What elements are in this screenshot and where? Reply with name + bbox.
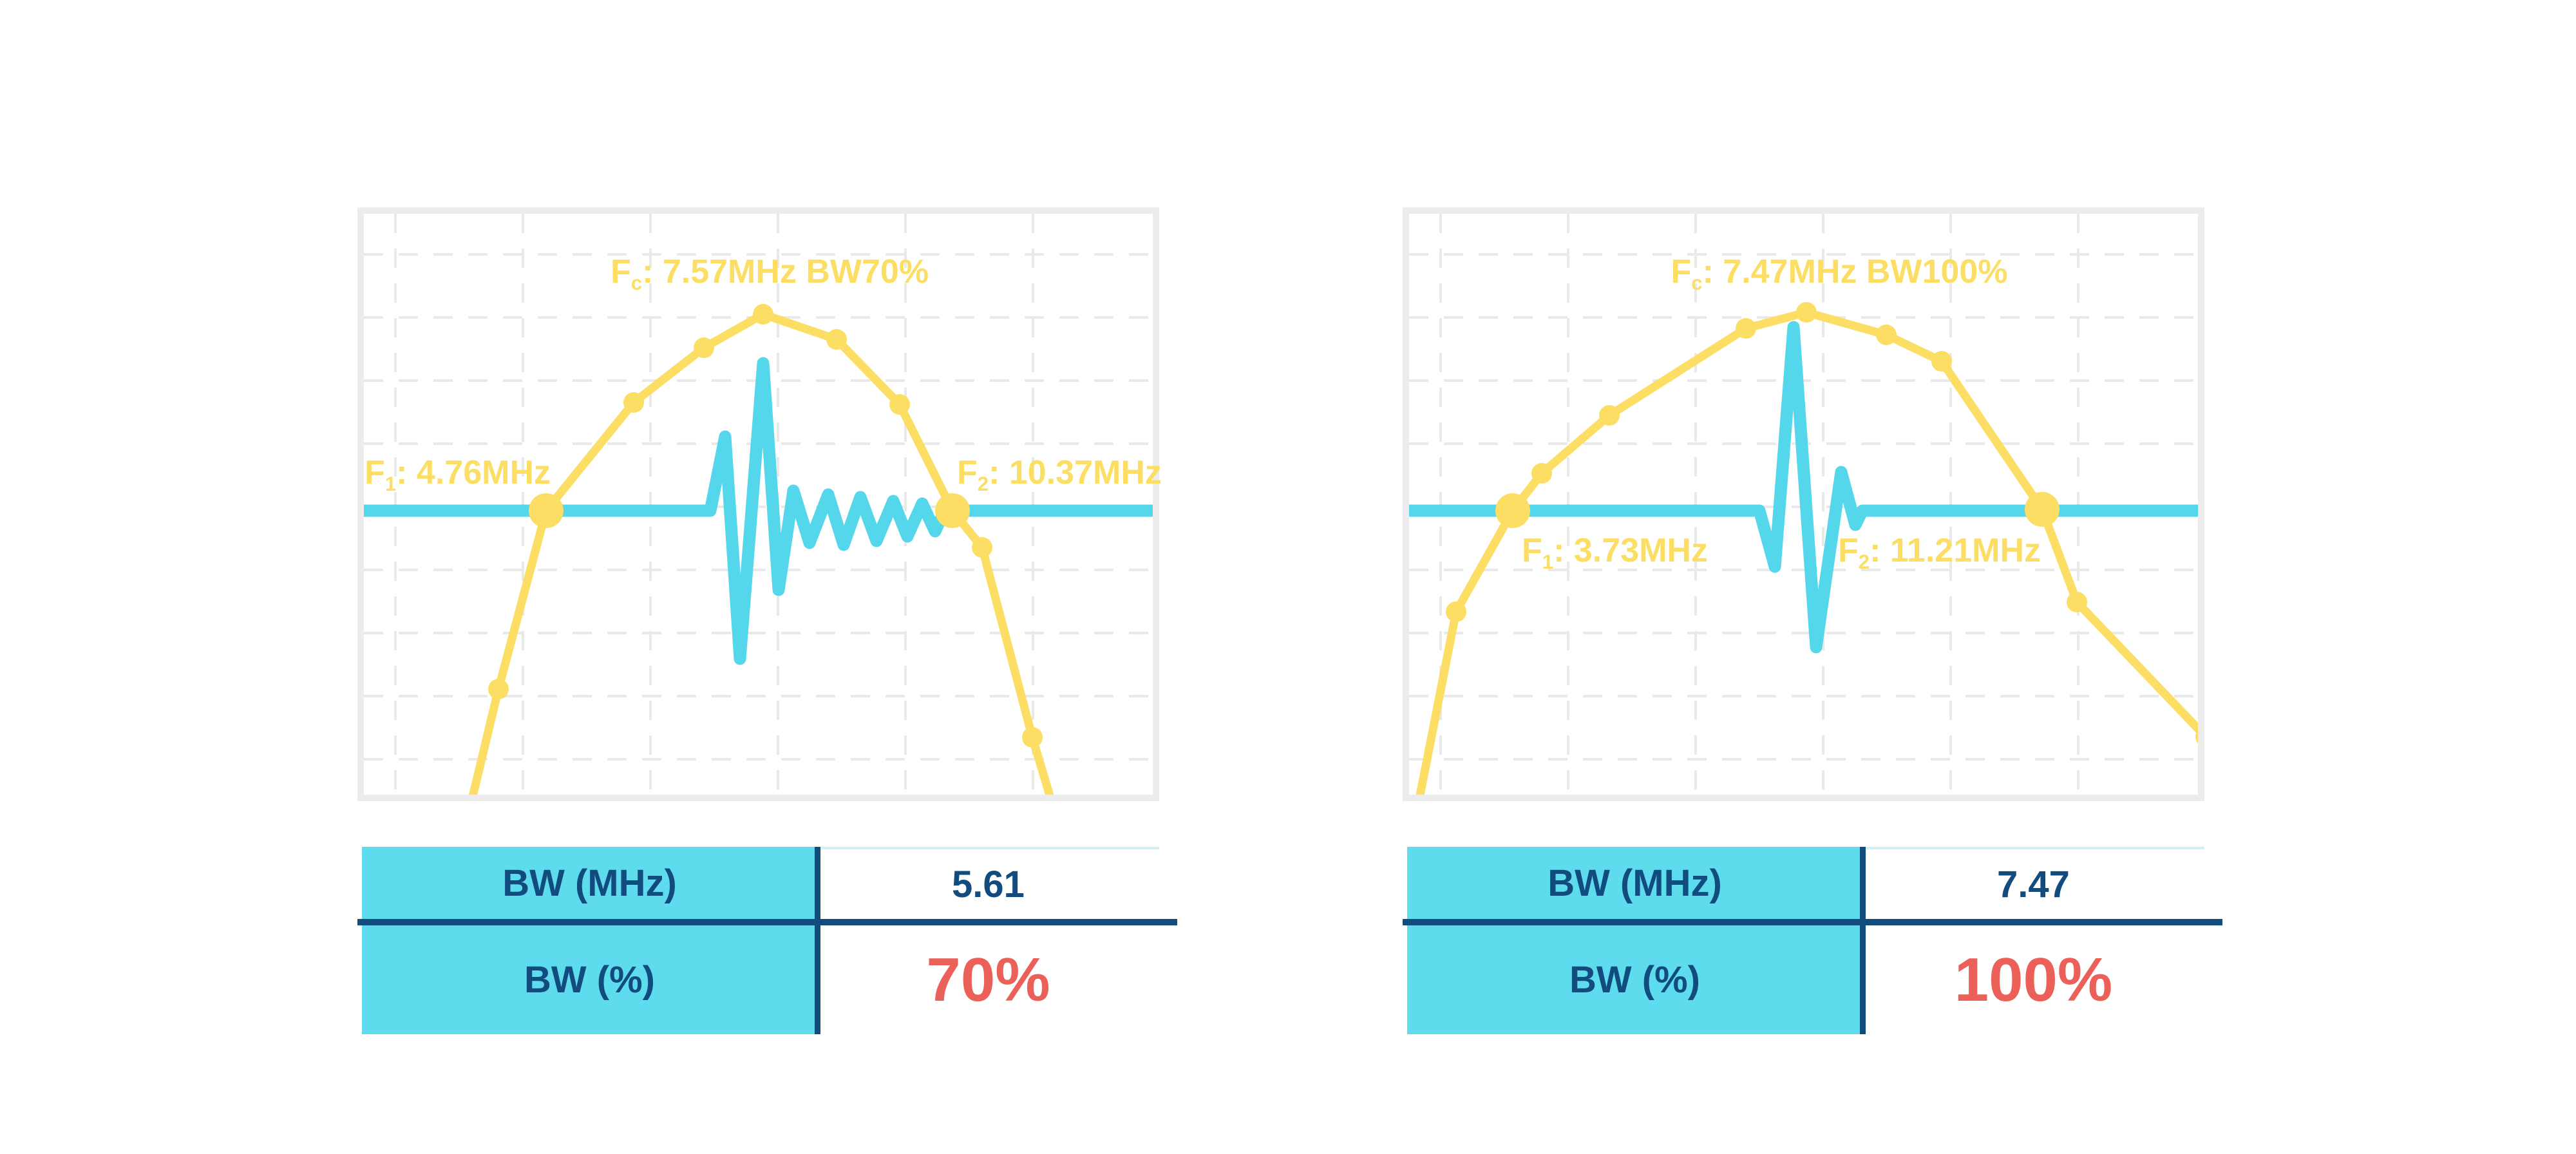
bw-mhz-value: 5.61	[817, 847, 1159, 919]
spectrum-plot: Fc: 7.47MHz BW100% F1: 3.73MHz F2: 11.21…	[1403, 207, 2204, 801]
fc-label-subscript: c	[1691, 271, 1703, 294]
f2-label-value: : 10.37MHz	[989, 454, 1162, 491]
f2-label-subscript: 2	[977, 472, 989, 495]
table-column-divider	[815, 847, 820, 1034]
f2-label-prefix: F	[1837, 532, 1859, 569]
table-row: BW (MHz) 7.47	[1407, 847, 2204, 919]
f2-label-value: : 11.21MHz	[1870, 532, 2041, 569]
bw-mhz-label: BW (MHz)	[362, 847, 817, 919]
bandwidth-table: BW (MHz) 5.61 BW (%) 70%	[357, 847, 1177, 1034]
spectrum-plot: Fc: 7.57MHz BW70% F1: 4.76MHz F2: 10.37M…	[357, 207, 1162, 801]
f1-frequency-label: F1: 3.73MHz	[1522, 532, 1708, 573]
bw-mhz-label: BW (MHz)	[1407, 847, 1862, 919]
bw-mhz-value: 7.47	[1862, 847, 2204, 919]
fc-label-subscript: c	[630, 271, 643, 294]
table-row: BW (%) 70%	[362, 925, 1159, 1034]
f1-frequency-label: F1: 4.76MHz	[365, 454, 551, 495]
fc-label-prefix: F	[610, 253, 631, 290]
f1-label-prefix: F	[365, 454, 385, 491]
f1-label-subscript: 1	[1542, 550, 1554, 573]
fc-label-value: : 7.47MHz BW100%	[1702, 253, 2008, 290]
table-row-divider	[357, 919, 1177, 925]
table-row: BW (%) 100%	[1407, 925, 2204, 1034]
f2-frequency-label: F2: 10.37MHz	[957, 454, 1162, 495]
f2-label-prefix: F	[957, 454, 978, 491]
bandwidth-table: BW (MHz) 7.47 BW (%) 100%	[1403, 847, 2222, 1034]
bandwidth-panel-100: Fc: 7.47MHz BW100% F1: 3.73MHz F2: 11.21…	[1403, 207, 2222, 1045]
f1-label-value: : 3.73MHz	[1553, 532, 1708, 569]
spectrum-plot-canvas	[357, 207, 1159, 801]
table-row-divider	[1403, 919, 2222, 925]
bandwidth-panel-70: Fc: 7.57MHz BW70% F1: 4.76MHz F2: 10.37M…	[357, 207, 1177, 1045]
fc-label-prefix: F	[1671, 253, 1692, 290]
center-frequency-label: Fc: 7.47MHz BW100%	[1646, 253, 2032, 294]
f2-frequency-label: F2: 11.21MHz	[1837, 532, 2041, 573]
fc-label-value: : 7.57MHz BW70%	[642, 253, 929, 290]
spectrum-plot-canvas	[1403, 207, 2204, 801]
f1-label-subscript: 1	[384, 472, 397, 495]
bw-pct-value: 70%	[817, 925, 1159, 1034]
center-frequency-label: Fc: 7.57MHz BW70%	[576, 253, 963, 294]
bw-pct-label: BW (%)	[1407, 925, 1862, 1034]
bw-pct-value: 100%	[1862, 925, 2204, 1034]
f1-label-prefix: F	[1522, 532, 1542, 569]
table-row: BW (MHz) 5.61	[362, 847, 1159, 919]
bw-pct-label: BW (%)	[362, 925, 817, 1034]
f2-label-subscript: 2	[1858, 550, 1870, 573]
f1-label-value: : 4.76MHz	[396, 454, 551, 491]
table-column-divider	[1860, 847, 1866, 1034]
